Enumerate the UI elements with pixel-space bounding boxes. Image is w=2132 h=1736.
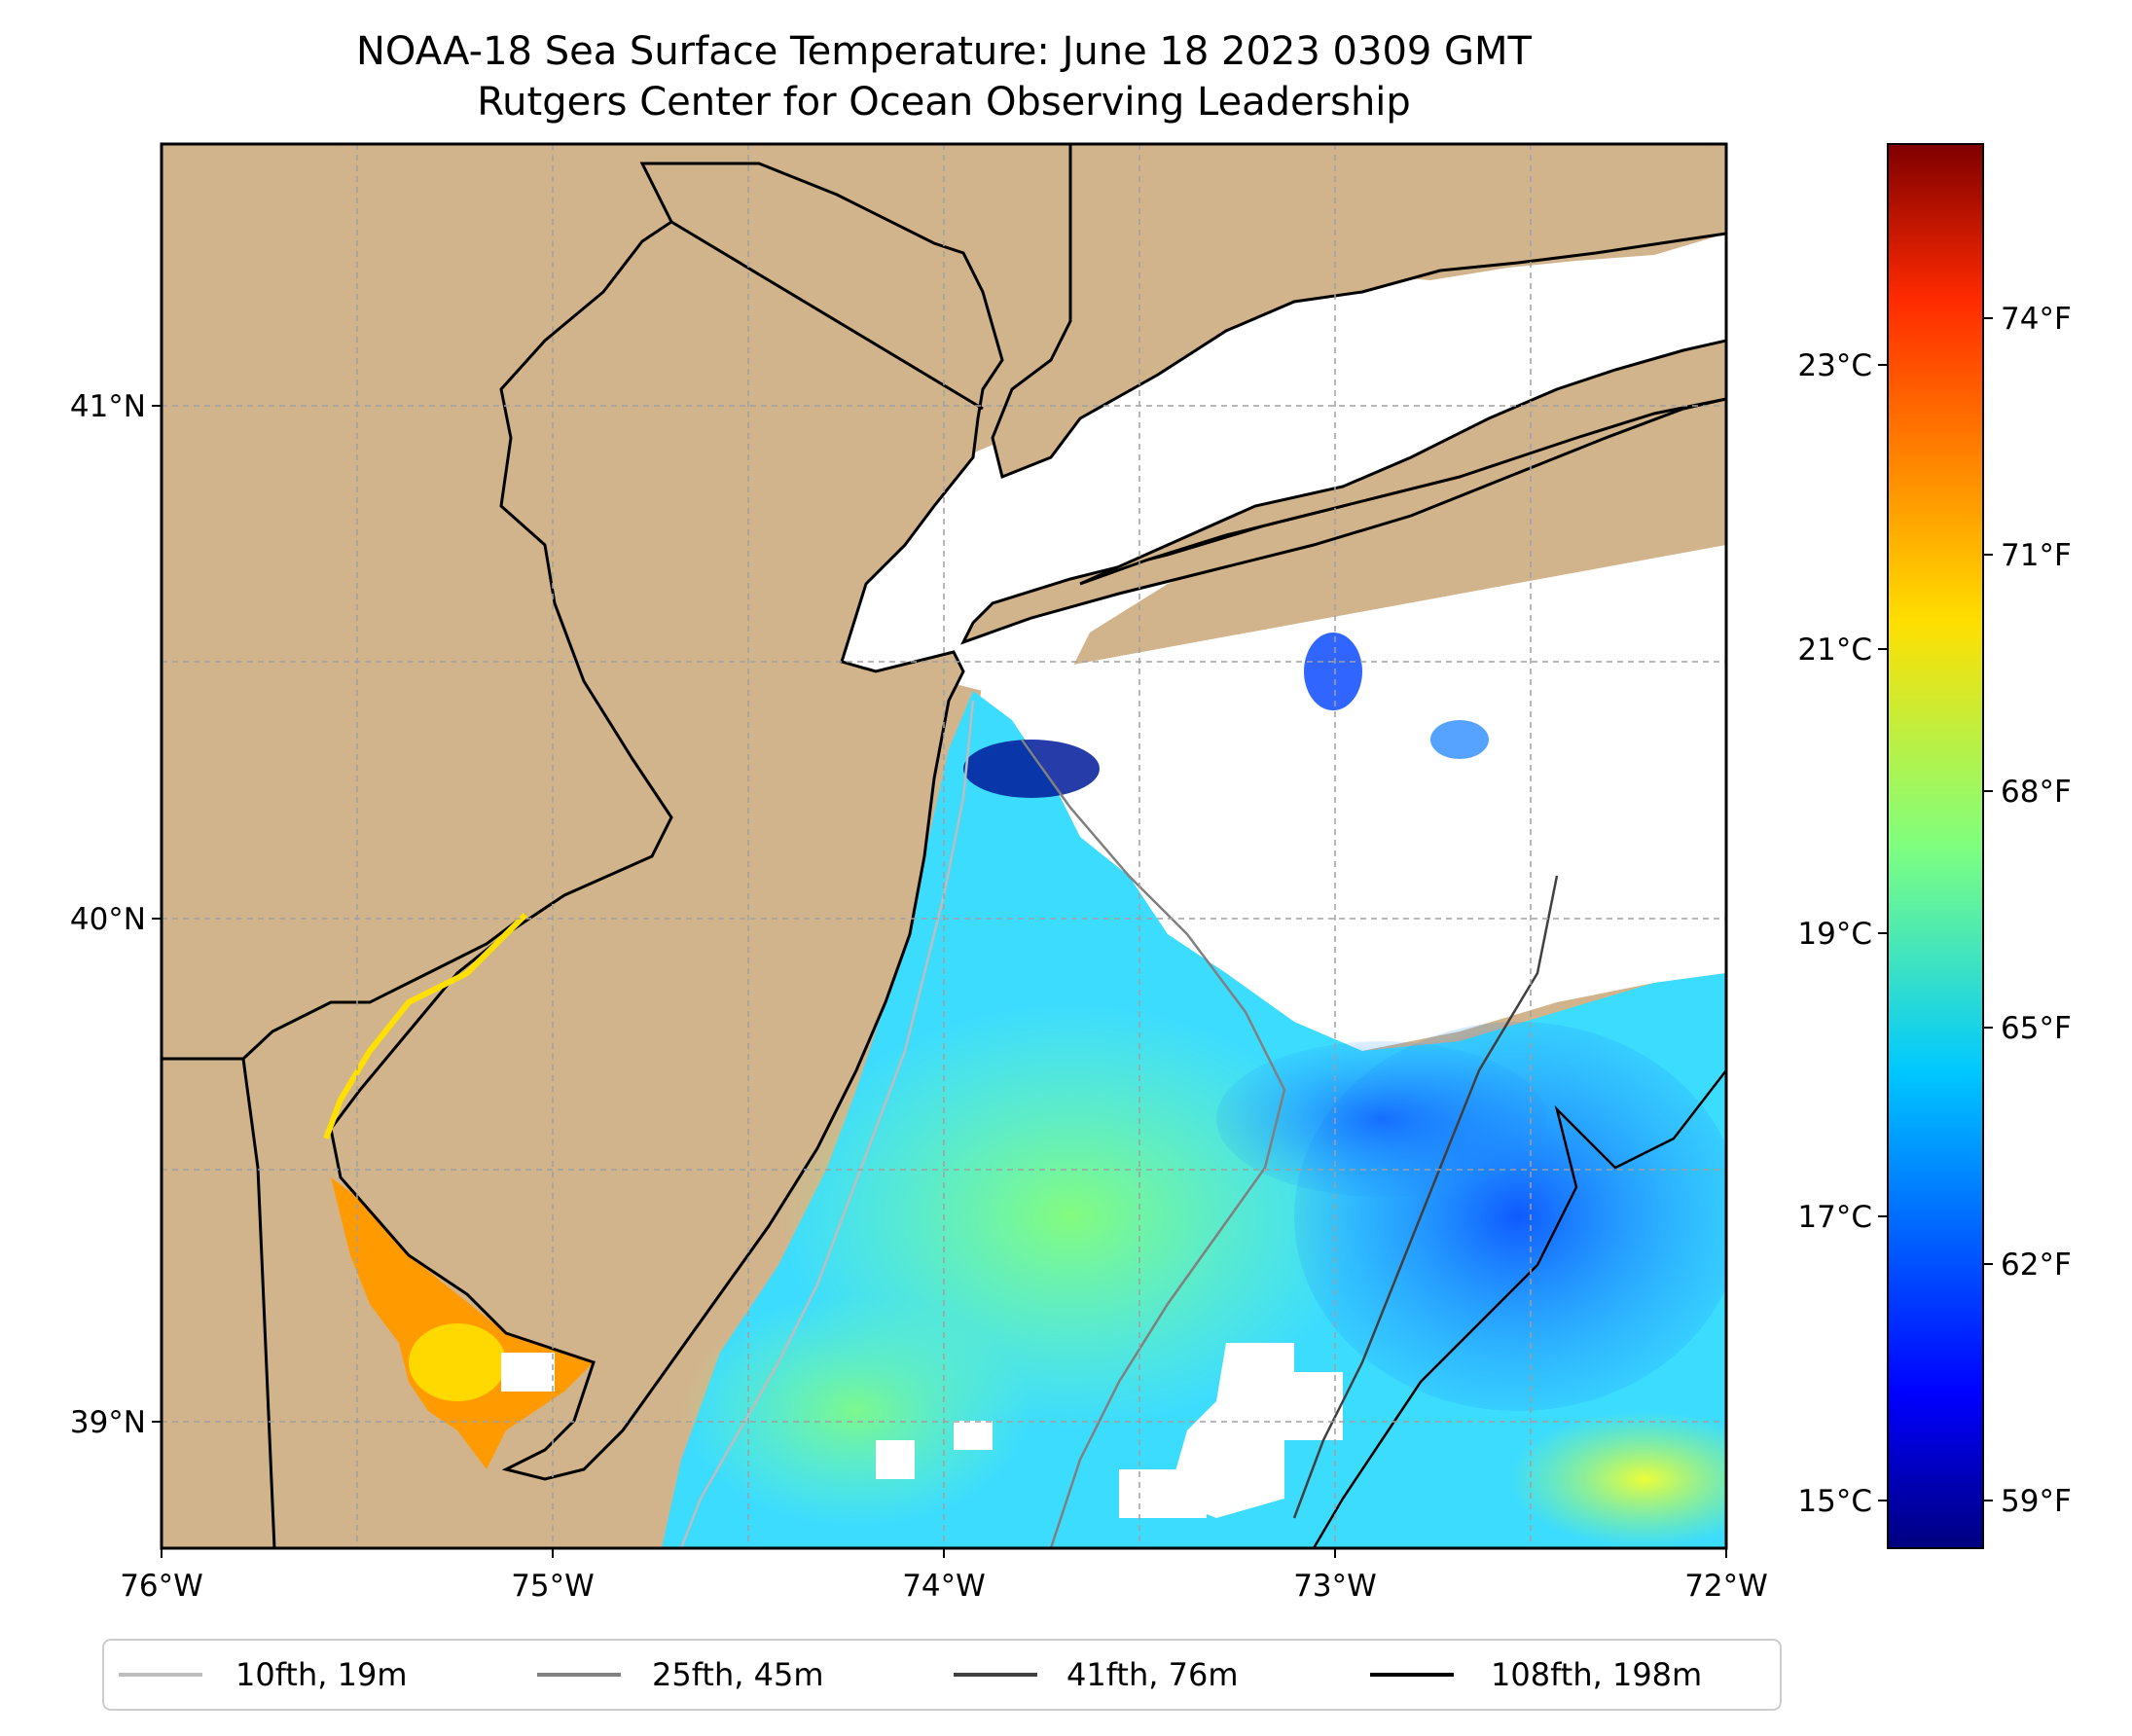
- legend-label-41fth: 41fth, 76m: [1066, 1656, 1238, 1693]
- lon-axis: 76°W 75°W 74°W 73°W 72°W: [120, 1548, 1768, 1604]
- cb-f-71: 71°F: [2001, 538, 2072, 573]
- legend-label-25fth: 25fth, 45m: [652, 1656, 823, 1693]
- cb-f-59: 59°F: [2001, 1484, 2072, 1519]
- map-panel[interactable]: [162, 144, 1781, 1548]
- legend-label-10fth: 10fth, 19m: [235, 1656, 407, 1693]
- cb-f-65: 65°F: [2001, 1011, 2072, 1046]
- state-border-ny-nj: [670, 220, 984, 411]
- lon-label-72: 72°W: [1684, 1569, 1768, 1604]
- cb-f-62: 62°F: [2001, 1248, 2072, 1283]
- long-island-north: [1079, 339, 1726, 586]
- lat-label-40: 40°N: [70, 902, 146, 937]
- legend-label-108fth: 108fth, 198m: [1491, 1656, 1702, 1693]
- cb-f-74: 74°F: [2001, 302, 2072, 337]
- contour-108fth: [1312, 1069, 1726, 1548]
- contour-10fth: [679, 700, 975, 1548]
- cb-c-17: 17°C: [1797, 1200, 1872, 1235]
- map-title-line2: Rutgers Center for Ocean Observing Leade…: [477, 80, 1411, 125]
- map-title-line1: NOAA-18 Sea Surface Temperature: June 18…: [356, 29, 1533, 74]
- colorbar: 23°C 21°C 19°C 17°C 15°C 74°F 71°F 68°F …: [1797, 143, 2072, 1549]
- contour-41fth: [1292, 875, 1559, 1519]
- lat-axis: 41°N 40°N 39°N: [70, 389, 162, 1440]
- lon-label-76: 76°W: [120, 1569, 203, 1604]
- lat-label-41: 41°N: [70, 389, 146, 424]
- state-border-pa-nj: [162, 913, 526, 1061]
- delaware-bay-sst: [331, 1177, 594, 1469]
- lat-label-39: 39°N: [70, 1405, 146, 1440]
- lon-label-74: 74°W: [902, 1569, 986, 1604]
- lon-label-73: 73°W: [1293, 1569, 1377, 1604]
- no-data-south: [1168, 1343, 1343, 1518]
- depth-legend: 10fth, 19m 25fth, 45m 41fth, 76m 108fth,…: [102, 1639, 1782, 1711]
- cb-c-21: 21°C: [1797, 633, 1872, 668]
- cb-f-68: 68°F: [2001, 775, 2072, 810]
- cb-c-15: 15°C: [1797, 1484, 1872, 1519]
- cb-c-19: 19°C: [1797, 917, 1872, 952]
- gridlines: [162, 144, 1726, 1548]
- lon-label-75: 75°W: [511, 1569, 595, 1604]
- colorbar-gradient: [1887, 143, 1984, 1549]
- connecticut-coast: [991, 144, 1726, 480]
- new-jersey: [329, 162, 1004, 1481]
- contour-25fth: [1020, 739, 1286, 1548]
- cb-c-23: 23°C: [1797, 348, 1872, 383]
- delaware-river: [323, 912, 528, 1140]
- legend-box: [102, 1639, 1782, 1711]
